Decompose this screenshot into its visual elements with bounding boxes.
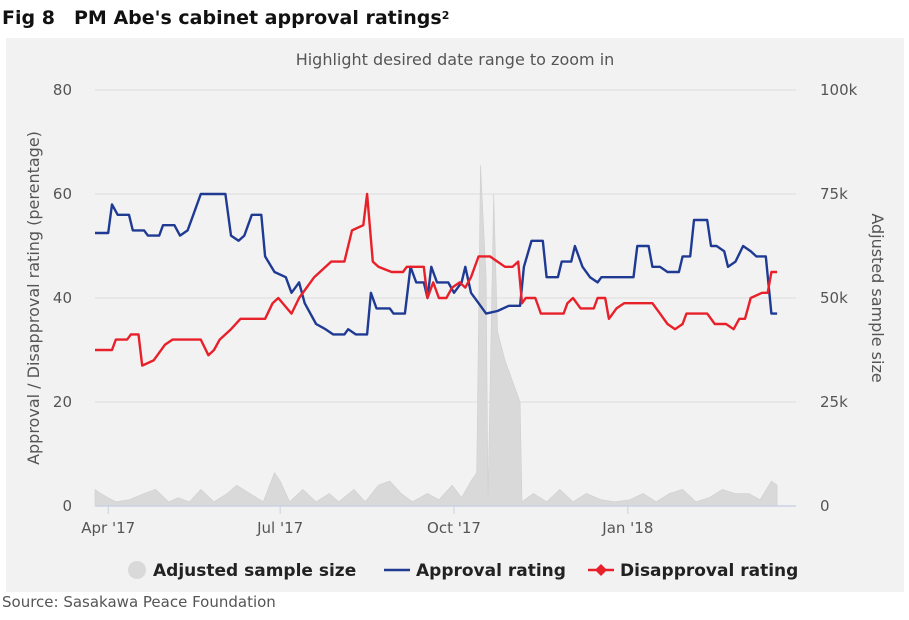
legend-marker-circle: [128, 561, 146, 579]
y-right-axis-title: Adjusted sample size: [868, 213, 887, 382]
y-right-tick-label: 25k: [820, 393, 848, 411]
y-left-tick-label: 0: [62, 497, 72, 515]
x-tick-label: Jul '17: [256, 519, 303, 537]
figure-number: Fig 8: [2, 7, 55, 29]
x-tick-label: Oct '17: [427, 519, 481, 537]
y-right-tick-label: 0: [820, 497, 830, 515]
series-area-adjusted-sample-size: [94, 164, 778, 507]
legend-item-label: Disapproval rating: [620, 561, 798, 581]
figure-title-text: PM Abe's cabinet approval ratings: [74, 7, 442, 29]
source-note: Source: Sasakawa Peace Foundation: [2, 593, 276, 611]
y-right-tick-label: 50k: [820, 289, 848, 307]
y-left-axis-title: Approval / Disapproval rating (perentage…: [24, 131, 43, 465]
x-tick-label: Apr '17: [81, 519, 135, 537]
approval-chart[interactable]: Highlight desired date range to zoom in 0…: [6, 38, 904, 592]
series-line-approval-rating: [95, 192, 778, 336]
y-left-tick-label: 60: [53, 185, 72, 203]
series-line-disapproval-rating: [95, 192, 778, 367]
legend-item-label: Adjusted sample size: [153, 561, 356, 581]
legend-item-label: Approval rating: [416, 561, 566, 581]
y-left-tick-label: 20: [53, 393, 72, 411]
x-tick-label: Jan '18: [601, 519, 653, 537]
y-left-tick-label: 40: [53, 289, 72, 307]
y-left-tick-label: 80: [53, 81, 72, 99]
chart-subtitle: Highlight desired date range to zoom in: [296, 50, 615, 69]
footnote-mark: 2: [441, 9, 450, 22]
figure-title: Fig 8 PM Abe's cabinet approval ratings2: [2, 0, 449, 36]
y-right-tick-label: 75k: [820, 185, 848, 203]
y-right-tick-label: 100k: [820, 81, 858, 99]
chart-panel[interactable]: Highlight desired date range to zoom in 0…: [6, 38, 904, 592]
legend-marker-diamond: [595, 564, 607, 576]
